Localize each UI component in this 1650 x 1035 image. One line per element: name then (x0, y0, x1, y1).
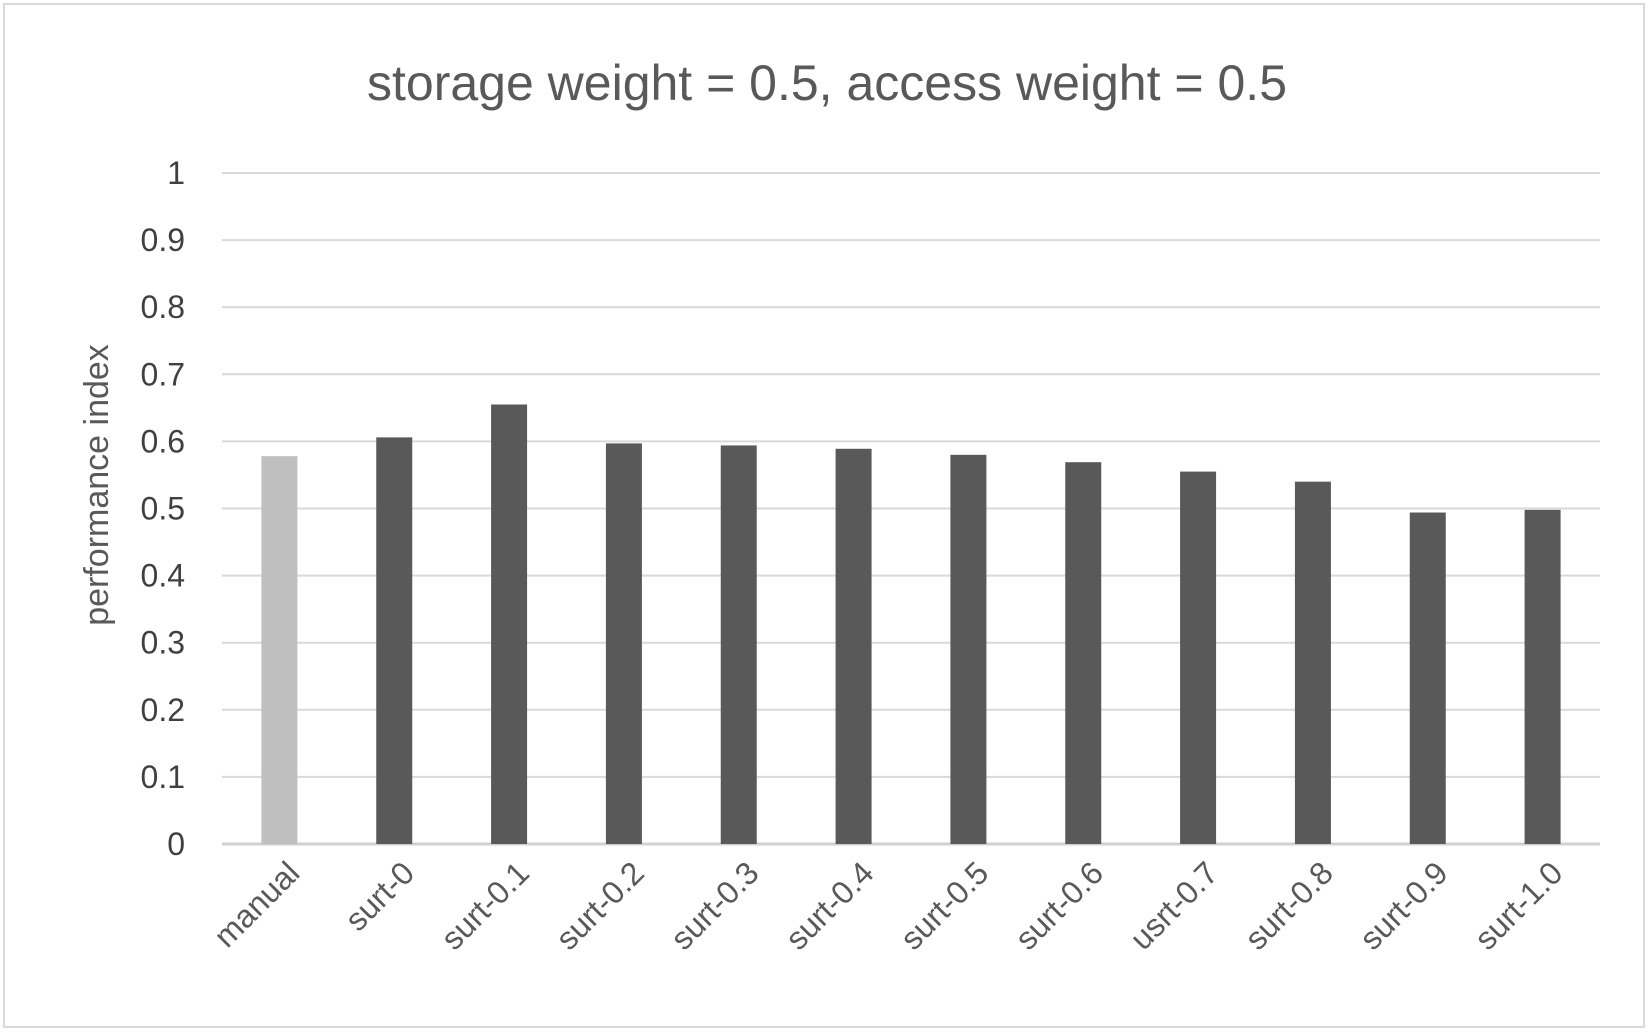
bar-surt-0.6 (1065, 462, 1102, 844)
y-tick-label: 0.9 (141, 222, 185, 258)
y-tick-label: 1 (167, 155, 185, 191)
gridlines (222, 172, 1600, 846)
bars (261, 404, 1561, 844)
y-tick-label: 0.2 (141, 692, 185, 728)
x-tick-label: surt-0.4 (778, 854, 880, 956)
bar-surt-1.0 (1524, 509, 1561, 844)
bar-surt-0.9 (1409, 512, 1446, 844)
bar-surt-0.5 (950, 454, 987, 844)
y-tick-label: 0.6 (141, 423, 185, 459)
y-tick-label: 0.5 (141, 491, 185, 527)
bar-surt-0.3 (720, 445, 757, 844)
bar-surt-0.4 (835, 448, 872, 844)
y-tick-labels: 0 0.1 0.2 0.3 0.4 0.5 0.6 0.7 0.8 0.9 1 (141, 155, 185, 862)
x-tick-label: surt-1.0 (1467, 854, 1569, 956)
bar-usrt-0.7 (1180, 471, 1217, 844)
x-tick-label: surt-0.2 (549, 854, 651, 956)
y-tick-label: 0.3 (141, 625, 185, 661)
x-tick-label: surt-0 (338, 854, 421, 937)
bar-surt-0.1 (491, 404, 528, 844)
bar-surt-0 (376, 437, 413, 844)
x-tick-label: surt-0.1 (434, 854, 536, 956)
x-tick-label: manual (207, 854, 307, 954)
x-tick-label: surt-0.6 (1008, 854, 1110, 956)
y-tick-label: 0 (167, 826, 185, 862)
x-tick-label: surt-0.8 (1238, 854, 1340, 956)
x-tick-label: surt-0.5 (893, 854, 995, 956)
chart-title: storage weight = 0.5, access weight = 0.… (367, 55, 1287, 111)
bar-chart: storage weight = 0.5, access weight = 0.… (78, 55, 1600, 957)
y-axis-label: performance index (78, 344, 116, 626)
x-tick-label: usrt-0.7 (1123, 854, 1225, 956)
bar-manual (261, 456, 298, 844)
x-tick-label: surt-0.3 (664, 854, 766, 956)
x-tick-label: surt-0.9 (1353, 854, 1455, 956)
y-tick-label: 0.4 (141, 558, 185, 594)
bar-surt-0.2 (605, 443, 642, 844)
chart-frame: storage weight = 0.5, access weight = 0.… (3, 3, 1645, 1028)
x-tick-labels: manual surt-0 surt-0.1 surt-0.2 surt-0.3 surt… (207, 854, 1570, 956)
bar-surt-0.8 (1294, 481, 1331, 844)
y-tick-label: 0.8 (141, 289, 185, 325)
y-tick-label: 0.7 (141, 356, 185, 392)
y-tick-label: 0.1 (141, 759, 185, 795)
